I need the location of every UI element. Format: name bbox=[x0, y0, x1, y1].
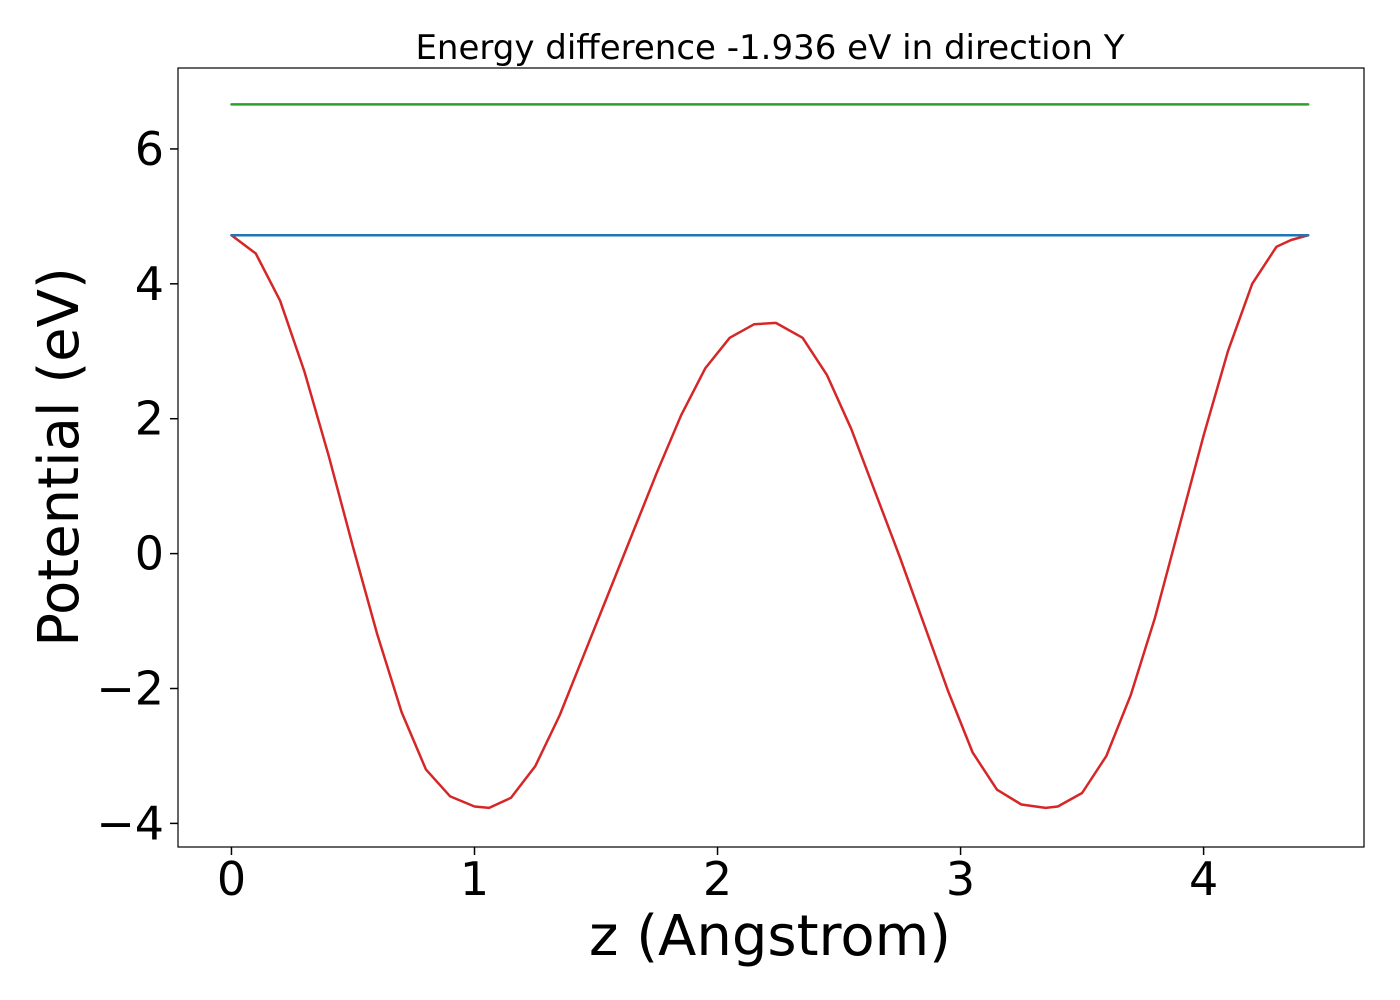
x-tick-label: 2 bbox=[703, 852, 732, 906]
y-tick-label: 2 bbox=[135, 392, 164, 446]
chart-title: Energy difference -1.936 eV in direction… bbox=[415, 28, 1124, 68]
y-tick-label: 0 bbox=[135, 527, 164, 581]
x-tick-label: 1 bbox=[460, 852, 489, 906]
x-axis-label: z (Angstrom) bbox=[589, 904, 951, 969]
y-tick-label: −4 bbox=[96, 796, 164, 850]
y-tick-label: −2 bbox=[96, 662, 164, 716]
y-axis-ticks: −4 −2 0 2 4 6 bbox=[96, 122, 178, 850]
x-tick-label: 0 bbox=[217, 852, 246, 906]
y-tick-label: 4 bbox=[135, 257, 164, 311]
series-line-0 bbox=[230, 234, 1310, 810]
y-tick-label: 6 bbox=[135, 122, 164, 176]
x-axis-ticks: 0 1 2 3 4 bbox=[217, 847, 1218, 906]
plot-frame bbox=[177, 67, 1365, 848]
x-tick-label: 4 bbox=[1189, 852, 1218, 906]
plot-series bbox=[230, 103, 1310, 810]
y-axis-label: Potential (eV) bbox=[27, 267, 92, 647]
x-tick-label: 3 bbox=[946, 852, 975, 906]
